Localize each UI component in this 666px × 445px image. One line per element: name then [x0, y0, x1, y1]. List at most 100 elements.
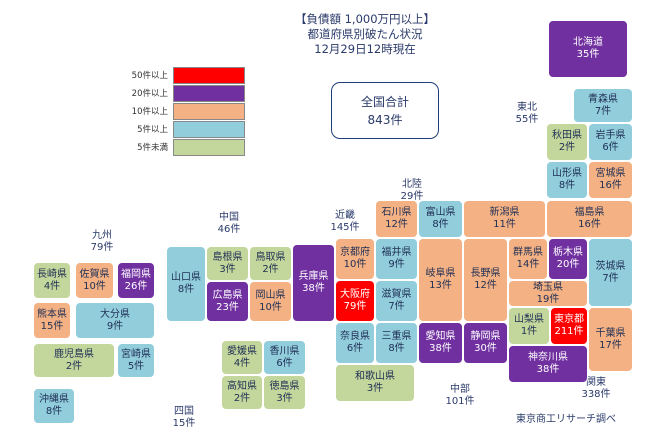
prefecture-name: 愛媛県 — [227, 345, 257, 357]
national-total-value: 843件 — [367, 112, 403, 127]
prefecture-count: 14件 — [516, 259, 540, 270]
prefecture-count: 4件 — [233, 357, 251, 369]
prefecture-mie: 三重県 8件 — [375, 322, 418, 364]
prefecture-count: 5件 — [127, 360, 145, 372]
prefecture-count: 2件 — [65, 360, 83, 372]
prefecture-count: 8件 — [388, 343, 405, 354]
legend-label: 5件以上 — [137, 125, 168, 135]
prefecture-name: 山形県 — [552, 168, 582, 179]
prefecture-name: 京都府 — [340, 247, 370, 258]
region-label-chubu: 中部 101件 — [445, 384, 475, 407]
prefecture-name: 東京都 — [554, 314, 584, 325]
prefecture-name: 福岡県 — [121, 268, 151, 280]
prefecture-saga: 佐賀県 10件 — [75, 262, 114, 299]
map-title: 【負債額 1,000万円以上】 都道府県別破たん状況 12月29日12時現在 — [250, 12, 480, 57]
prefecture-count: 13件 — [429, 280, 452, 291]
prefecture-name: 千葉県 — [595, 327, 626, 339]
prefecture-count: 30件 — [474, 343, 497, 354]
title-line-2: 都道府県別破たん状況 — [307, 27, 423, 41]
region-label-shikoku: 四国 15件 — [172, 406, 196, 429]
prefecture-kyoto: 京都府 10件 — [335, 238, 375, 280]
prefecture-name: 徳島県 — [269, 380, 300, 392]
prefecture-count: 79件 — [343, 301, 367, 312]
prefecture-gifu: 岐阜県 13件 — [418, 238, 463, 322]
prefecture-name: 島根県 — [212, 251, 243, 263]
prefecture-name: 愛知県 — [425, 331, 456, 342]
prefecture-name: 奈良県 — [340, 331, 370, 342]
prefecture-count: 17件 — [599, 339, 622, 351]
region-label-kyushu: 九州 79件 — [90, 230, 114, 253]
legend-label: 5件未満 — [137, 143, 168, 153]
prefecture-count: 8件 — [177, 284, 195, 295]
prefecture-gunma: 群馬県 14件 — [508, 238, 548, 280]
prefecture-miyazaki: 宮崎県 5件 — [117, 343, 155, 378]
legend-swatch — [173, 85, 245, 102]
prefecture-ibaraki: 茨城県 7件 — [588, 238, 633, 307]
prefecture-kagoshima: 鹿児島県 2件 — [33, 343, 115, 378]
prefecture-kanagawa: 神奈川県 38件 — [508, 345, 588, 383]
prefecture-count: 3件 — [219, 263, 236, 275]
prefecture-count: 7件 — [388, 301, 405, 312]
prefecture-count: 12件 — [385, 219, 408, 230]
prefecture-count: 20件 — [556, 259, 580, 270]
prefecture-name: 山梨県 — [514, 314, 544, 325]
prefecture-name: 群馬県 — [513, 247, 543, 258]
prefecture-iwate: 岩手県 6件 — [588, 123, 633, 161]
prefecture-nara: 奈良県 6件 — [335, 322, 375, 364]
prefecture-tokyo: 東京都 211件 — [550, 307, 588, 345]
prefecture-name: 秋田県 — [552, 130, 582, 141]
prefecture-count: 8件 — [432, 219, 449, 230]
prefecture-akita: 秋田県 2件 — [546, 123, 588, 161]
prefecture-count: 38件 — [536, 364, 560, 375]
prefecture-name: 大分県 — [100, 308, 130, 320]
prefecture-tochigi: 栃木県 20件 — [548, 238, 588, 280]
prefecture-fukuoka: 福岡県 26件 — [117, 262, 155, 299]
prefecture-count: 7件 — [602, 272, 619, 284]
region-label-kinki: 近畿 145件 — [330, 210, 360, 233]
prefecture-name: 岡山県 — [255, 289, 286, 301]
prefecture-count: 3件 — [276, 392, 293, 404]
prefecture-yamagata: 山形県 8件 — [546, 161, 588, 199]
prefecture-count: 2件 — [233, 392, 251, 404]
prefecture-name: 長野県 — [470, 268, 501, 279]
prefecture-count: 211件 — [554, 326, 584, 337]
prefecture-fukui: 福井県 9件 — [375, 238, 418, 280]
prefecture-name: 新潟県 — [489, 207, 520, 218]
prefecture-wakayama: 和歌山県 3件 — [335, 364, 415, 402]
prefecture-count: 8件 — [558, 180, 576, 191]
prefecture-name: 香川県 — [269, 345, 300, 357]
prefecture-name: 栃木県 — [553, 247, 583, 258]
prefecture-name: 石川県 — [381, 207, 412, 218]
national-total-label: 全国合計 — [360, 94, 409, 109]
prefecture-saitama: 埼玉県 19件 — [508, 280, 588, 307]
prefecture-okayama: 岡山県 10件 — [249, 281, 292, 322]
legend-swatch — [173, 103, 245, 120]
prefecture-name: 福島県 — [574, 207, 605, 218]
prefecture-count: 10件 — [259, 301, 282, 313]
prefecture-count: 15件 — [40, 320, 64, 332]
region-label-tohoku: 東北 55件 — [515, 102, 539, 125]
region-label-hokuriku: 北陸 29件 — [400, 179, 424, 202]
prefecture-name: 埼玉県 — [533, 281, 563, 293]
prefecture-name: 茨城県 — [595, 260, 626, 272]
prefecture-aichi: 愛知県 38件 — [418, 322, 463, 364]
prefecture-chiba: 千葉県 17件 — [588, 307, 633, 372]
prefecture-count: 2件 — [262, 263, 279, 275]
prefecture-name: 熊本県 — [37, 308, 67, 320]
prefecture-oita: 大分県 9件 — [75, 302, 155, 339]
prefecture-tokushima: 徳島県 3件 — [263, 375, 306, 410]
prefecture-name: 北海道 — [573, 37, 603, 48]
prefecture-count: 3件 — [366, 383, 384, 394]
legend-swatch — [173, 121, 245, 138]
prefecture-count: 10件 — [83, 280, 106, 292]
prefecture-name: 宮崎県 — [121, 348, 151, 360]
prefecture-count: 16件 — [578, 219, 601, 230]
prefecture-count: 19件 — [536, 293, 560, 305]
prefecture-count: 16件 — [599, 180, 622, 191]
prefecture-name: 高知県 — [227, 380, 257, 392]
prefecture-name: 青森県 — [588, 93, 618, 105]
prefecture-hyogo: 兵庫県 38件 — [292, 244, 335, 322]
prefecture-name: 鹿児島県 — [54, 348, 94, 360]
prefecture-shiga: 滋賀県 7件 — [375, 280, 418, 322]
prefecture-fukushima: 福島県 16件 — [546, 200, 633, 238]
